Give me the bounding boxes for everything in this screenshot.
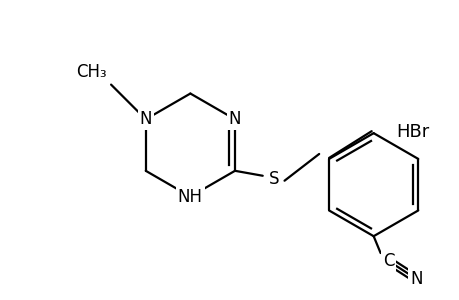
Text: N: N: [228, 110, 241, 128]
Text: S: S: [269, 170, 279, 188]
Text: HBr: HBr: [396, 123, 429, 141]
Text: N: N: [409, 270, 421, 288]
Text: C: C: [382, 252, 393, 270]
Text: N: N: [139, 110, 151, 128]
Text: CH₃: CH₃: [76, 63, 107, 81]
Text: NH: NH: [178, 188, 202, 206]
